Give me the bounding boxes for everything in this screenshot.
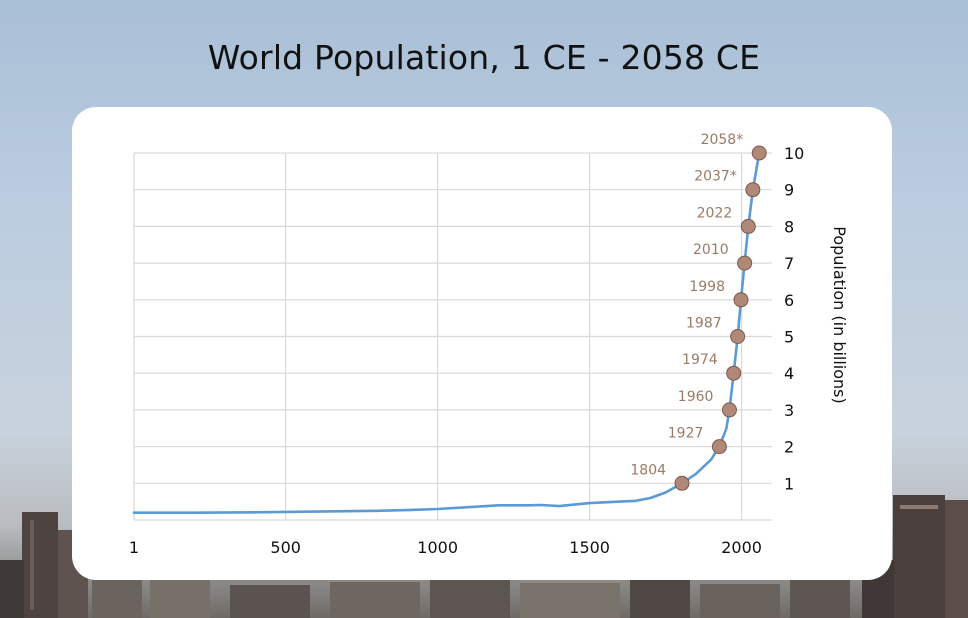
milestone-marker bbox=[751, 145, 767, 161]
y-tick-label: 3 bbox=[784, 401, 794, 420]
x-tick-label: 2000 bbox=[721, 538, 762, 557]
y-tick-label: 9 bbox=[784, 181, 794, 200]
x-tick-label: 1500 bbox=[569, 538, 610, 557]
gridlines bbox=[133, 152, 772, 521]
milestone-label: 2022 bbox=[697, 205, 733, 221]
page-title: World Population, 1 CE - 2058 CE bbox=[207, 38, 761, 77]
milestone-label: 2010 bbox=[693, 242, 729, 258]
y-tick-label: 7 bbox=[784, 254, 794, 273]
milestone-marker bbox=[711, 439, 727, 455]
milestone-label: 1974 bbox=[682, 352, 718, 368]
milestone-label: 2037* bbox=[694, 169, 737, 185]
x-tick-label: 1 bbox=[129, 538, 139, 557]
milestone-label: 1998 bbox=[689, 279, 725, 295]
milestone-label: 1960 bbox=[678, 389, 714, 405]
series-layer bbox=[132, 151, 761, 515]
x-tick-label: 1000 bbox=[417, 538, 458, 557]
y-tick-label: 2 bbox=[784, 438, 794, 457]
y-tick-label: 4 bbox=[784, 364, 794, 383]
chart-card: 1 2 3 4 5 6 7 8 9 10 1 500 1000 1500 2000 1804 1927 1960… bbox=[72, 107, 892, 580]
milestone-marker bbox=[730, 329, 746, 344]
milestone-layer: 1804 1927 1960 1974 1987 1998 2010 2022 2037* 205… bbox=[630, 132, 767, 491]
milestone-marker bbox=[740, 218, 756, 234]
y-tick-label: 1 bbox=[784, 474, 794, 493]
x-tick-label: 500 bbox=[270, 538, 301, 557]
milestone-marker bbox=[745, 182, 761, 198]
milestone-marker bbox=[737, 255, 753, 271]
y-tick-label: 10 bbox=[784, 144, 804, 163]
milestone-marker bbox=[726, 365, 742, 381]
milestone-label: 1987 bbox=[686, 316, 722, 332]
milestone-marker bbox=[721, 402, 737, 418]
milestone-label: 2058* bbox=[701, 132, 744, 148]
milestone-label: 1804 bbox=[630, 462, 666, 478]
milestone-marker bbox=[674, 475, 690, 491]
y-tick-label: 6 bbox=[784, 291, 794, 310]
population-line bbox=[132, 151, 761, 515]
milestone-marker bbox=[733, 292, 749, 308]
y-tick-label: 5 bbox=[784, 328, 794, 347]
milestone-label: 1927 bbox=[668, 426, 704, 442]
y-axis-title: Population (in billions) bbox=[830, 226, 849, 404]
y-tick-label: 8 bbox=[784, 217, 794, 236]
